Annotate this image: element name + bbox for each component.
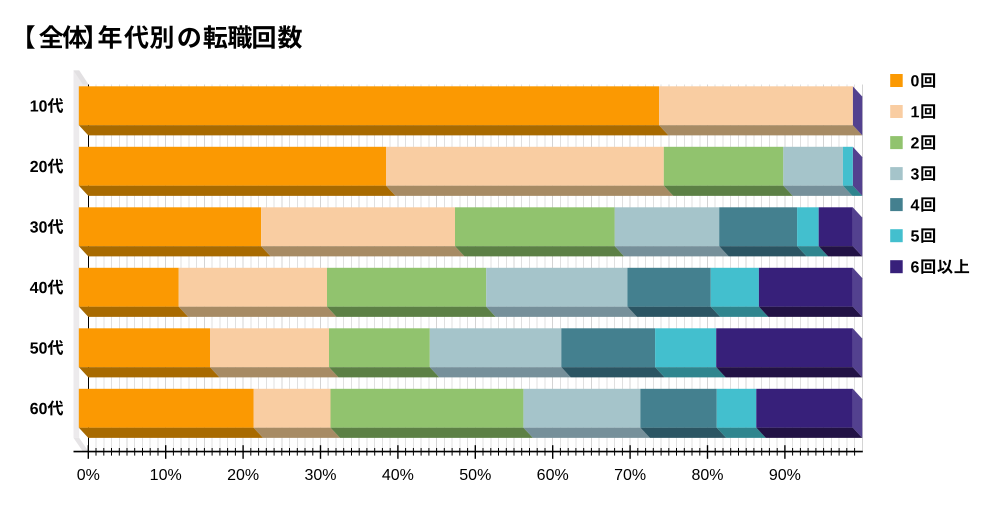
svg-text:90%: 90% [769,467,801,484]
svg-text:50%: 50% [459,467,491,484]
svg-text:30%: 30% [304,467,336,484]
svg-text:60%: 60% [537,467,569,484]
svg-text:20%: 20% [227,467,259,484]
svg-text:70%: 70% [614,467,646,484]
svg-text:40%: 40% [382,467,414,484]
svg-text:10%: 10% [150,467,182,484]
svg-text:80%: 80% [691,467,723,484]
svg-text:0%: 0% [77,467,100,484]
